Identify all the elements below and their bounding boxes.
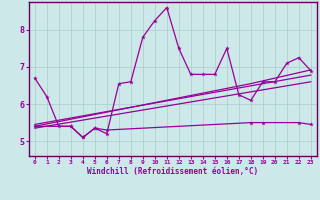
X-axis label: Windchill (Refroidissement éolien,°C): Windchill (Refroidissement éolien,°C) <box>87 167 258 176</box>
